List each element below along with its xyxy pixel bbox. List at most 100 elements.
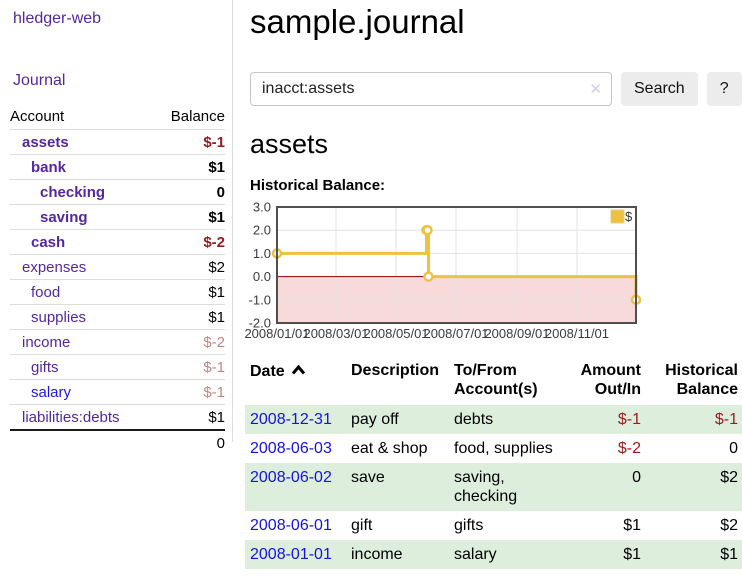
search-box: ✕ (250, 72, 612, 106)
accounts-header-row: Account Balance (10, 103, 225, 130)
account-link-income[interactable]: income (22, 334, 71, 351)
transaction-date-link[interactable]: 2008-06-02 (250, 469, 332, 486)
transaction-accounts: food, supplies (454, 440, 553, 457)
register-header-amount: Amount Out/In (580, 362, 641, 398)
transaction-date-link[interactable]: 2008-01-01 (250, 546, 332, 563)
transaction-balance: $2 (720, 469, 738, 486)
chart-label: Historical Balance: (250, 177, 386, 194)
register-row: 2008-06-03 eat & shop food, supplies $-2… (245, 434, 742, 463)
account-balance: 0 (216, 184, 225, 201)
svg-text:2008/03/01: 2008/03/01 (303, 326, 368, 341)
account-link-gifts[interactable]: gifts (31, 359, 59, 376)
transaction-date-link[interactable]: 2008-06-03 (250, 440, 332, 457)
account-balance: $1 (208, 284, 225, 301)
svg-text:-2.0: -2.0 (249, 316, 271, 331)
search-button[interactable]: Search (621, 72, 698, 106)
account-row: gifts $-1 (10, 354, 225, 380)
clear-search-icon[interactable]: ✕ (589, 81, 602, 98)
main-content: sample.journal ✕ Search ? assets Histori… (244, 0, 742, 569)
svg-text:2008/07/01: 2008/07/01 (423, 326, 488, 341)
account-row: checking 0 (10, 179, 225, 205)
account-link-food[interactable]: food (31, 284, 61, 301)
register-row: 2008-06-01 gift gifts $1 $2 (245, 511, 742, 540)
register-header-balance: Historical Balance (665, 362, 738, 398)
register-header-date[interactable]: Date (245, 358, 346, 405)
accounts-total-row: 0 (10, 429, 225, 455)
sidebar: hledger-web Journal Account Balance asse… (0, 0, 233, 455)
transaction-balance: $1 (720, 546, 738, 563)
transaction-amount: $-2 (617, 440, 641, 457)
account-balance: $1 (208, 159, 225, 176)
balance-chart: 3.0 2.0 1.0 0.0 -1.0 -2.0 2008/01/01 2008/03/01… (240, 200, 742, 350)
account-link-liabilities-debts[interactable]: liabilities:debts (22, 409, 120, 426)
account-balance: $2 (208, 259, 225, 276)
transaction-balance: $2 (720, 517, 738, 534)
nav-journal-link[interactable]: Journal (13, 72, 66, 89)
transaction-description: eat & shop (351, 440, 428, 457)
account-balance: $-1 (203, 384, 225, 401)
transaction-description: income (351, 546, 403, 563)
transaction-balance: 0 (729, 440, 738, 457)
transaction-accounts: salary (454, 546, 497, 563)
account-link-checking[interactable]: checking (40, 184, 106, 201)
account-row: food $1 (10, 279, 225, 305)
accounts-total-balance: 0 (153, 429, 225, 455)
svg-text:2008/09/01: 2008/09/01 (484, 326, 549, 341)
svg-text:0.0: 0.0 (253, 269, 271, 284)
account-balance: $-1 (203, 134, 225, 151)
svg-text:2.0: 2.0 (253, 223, 271, 238)
transaction-description: save (351, 469, 385, 486)
transaction-amount: $-1 (617, 411, 641, 428)
account-row: cash $-2 (10, 229, 225, 255)
account-balance: $1 (208, 209, 225, 226)
sidebar-nav: Journal (0, 72, 232, 90)
account-balance: $-1 (203, 359, 225, 376)
svg-text:2008/01/01: 2008/01/01 (244, 326, 309, 341)
transaction-amount: 0 (632, 469, 641, 486)
balance-chart-svg: 3.0 2.0 1.0 0.0 -1.0 -2.02008/01/012008/03/01… (244, 200, 642, 341)
register-row: 2008-01-01 income salary $1 $1 (245, 540, 742, 569)
transaction-date-link[interactable]: 2008-06-01 (250, 517, 332, 534)
transaction-amount: $1 (623, 546, 641, 563)
account-link-cash[interactable]: cash (31, 234, 66, 251)
account-balance: $1 (208, 309, 225, 326)
accounts-header-balance: Balance (170, 108, 225, 125)
account-row: liabilities:debts $1 (10, 404, 225, 431)
account-balance: $-2 (203, 234, 225, 251)
transaction-description: pay off (351, 411, 399, 428)
account-balance: $-2 (203, 334, 225, 351)
svg-text:2008/11/01: 2008/11/01 (545, 326, 609, 341)
account-row: income $-2 (10, 329, 225, 355)
register-row: 2008-06-02 save saving, checking 0 $2 (245, 463, 742, 511)
svg-text:3.0: 3.0 (253, 200, 271, 215)
transaction-date-link[interactable]: 2008-12-31 (250, 411, 332, 428)
help-button[interactable]: ? (706, 72, 742, 106)
page-title: sample.journal (250, 3, 465, 40)
register-header-description: Description (351, 362, 440, 379)
account-link-bank[interactable]: bank (31, 159, 67, 176)
account-link-assets[interactable]: assets (22, 134, 69, 151)
transaction-amount: $1 (623, 517, 641, 534)
transaction-accounts: debts (454, 411, 494, 428)
accounts-header-account: Account (10, 108, 65, 125)
app-title-link[interactable]: hledger-web (13, 10, 102, 27)
account-link-saving[interactable]: saving (40, 209, 88, 226)
account-row: saving $1 (10, 204, 225, 230)
search-input[interactable] (250, 72, 612, 106)
account-balance: $1 (208, 409, 225, 426)
account-link-expenses[interactable]: expenses (22, 259, 87, 276)
svg-text:-1.0: -1.0 (249, 292, 271, 307)
transaction-balance: $-1 (714, 411, 738, 428)
transaction-description: gift (351, 517, 373, 534)
account-link-salary[interactable]: salary (31, 384, 72, 401)
account-row: salary $-1 (10, 379, 225, 405)
register-header-row: Date Description To/From Account(s) Amou… (245, 358, 742, 405)
account-row: supplies $1 (10, 304, 225, 330)
register-row: 2008-12-31 pay off debts $-1 $-1 (245, 405, 742, 434)
account-row: expenses $2 (10, 254, 225, 280)
account-link-supplies[interactable]: supplies (31, 309, 87, 326)
accounts-table: Account Balance assets $-1 bank $1 check… (10, 103, 225, 455)
register-table: Date Description To/From Account(s) Amou… (245, 358, 742, 569)
register-header-accounts: To/From Account(s) (454, 362, 538, 398)
search-form: ✕ Search ? (250, 72, 742, 106)
